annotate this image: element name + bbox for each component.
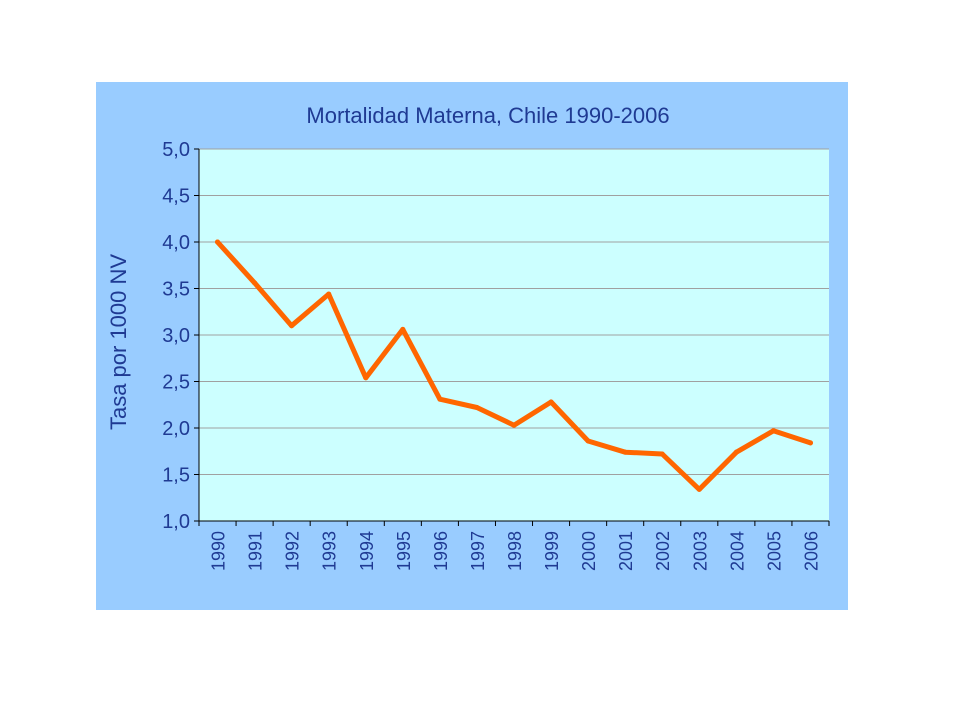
data-point	[326, 291, 332, 297]
data-point	[622, 449, 628, 455]
chart-title: Mortalidad Materna, Chile 1990-2006	[306, 103, 669, 128]
chart-frame: Mortalidad Materna, Chile 1990-2006 Tasa…	[96, 82, 848, 610]
x-tick-label: 1993	[320, 531, 340, 571]
x-tick-label: 2006	[801, 531, 821, 571]
x-tick-label: 1996	[431, 531, 451, 571]
data-point	[659, 451, 665, 457]
y-tick-label: 4,5	[162, 186, 190, 208]
x-tick-label: 1999	[542, 531, 562, 571]
x-tick-label: 1990	[209, 531, 229, 571]
x-tick-label: 2003	[690, 531, 710, 571]
y-tick-label: 2,0	[162, 418, 190, 440]
x-tick-label: 1994	[357, 531, 377, 571]
y-tick-label: 1,0	[162, 511, 190, 533]
data-point	[252, 280, 258, 286]
data-point	[807, 440, 813, 446]
x-tick-label: 2005	[764, 531, 784, 571]
x-tick-label: 2004	[727, 531, 747, 571]
y-tick-label: 5,0	[162, 139, 190, 161]
y-tick-label: 3,5	[162, 279, 190, 301]
data-point	[696, 486, 702, 492]
data-point	[289, 323, 295, 329]
x-tick-label: 2000	[579, 531, 599, 571]
data-point	[363, 375, 369, 381]
data-point	[437, 396, 443, 402]
data-point	[511, 422, 517, 428]
data-point	[400, 326, 406, 332]
x-tick-label: 1991	[246, 531, 266, 571]
data-point	[548, 399, 554, 405]
x-tick-label: 2002	[653, 531, 673, 571]
x-tick-label: 1992	[283, 531, 303, 571]
x-tick-label: 2001	[616, 531, 636, 571]
y-tick-label: 2,5	[162, 372, 190, 394]
line-chart: Mortalidad Materna, Chile 1990-2006 Tasa…	[106, 103, 830, 571]
data-point	[215, 239, 221, 245]
y-axis-label: Tasa por 1000 NV	[106, 254, 131, 430]
data-point	[585, 438, 591, 444]
y-tick-label: 3,0	[162, 325, 190, 347]
x-tick-label: 1997	[468, 531, 488, 571]
y-tick-label: 1,5	[162, 465, 190, 487]
data-point	[733, 449, 739, 455]
y-tick-label: 4,0	[162, 232, 190, 254]
data-point	[474, 405, 480, 411]
x-tick-label: 1998	[505, 531, 525, 571]
x-tick-label: 1995	[394, 531, 414, 571]
data-point	[770, 428, 776, 434]
